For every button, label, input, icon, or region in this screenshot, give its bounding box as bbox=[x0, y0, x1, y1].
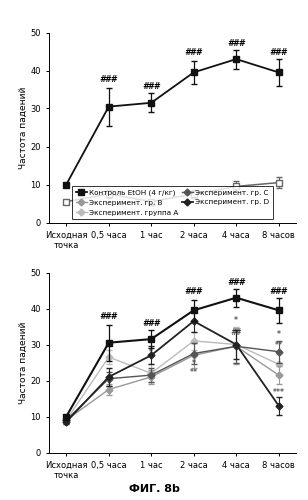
Text: ***: *** bbox=[273, 388, 285, 396]
Text: *: * bbox=[149, 348, 153, 357]
Text: ###: ### bbox=[185, 48, 203, 57]
Text: ###: ### bbox=[227, 38, 245, 48]
Text: ФИГ. 8b: ФИГ. 8b bbox=[128, 484, 180, 494]
Text: **: ** bbox=[190, 368, 198, 377]
Y-axis label: Частота падений: Частота падений bbox=[18, 322, 27, 404]
Text: **: ** bbox=[275, 341, 283, 350]
Text: ##: ## bbox=[231, 328, 241, 338]
Text: ###: ### bbox=[100, 312, 118, 321]
Text: ###: ### bbox=[100, 75, 118, 84]
Text: ###: ### bbox=[185, 287, 203, 296]
Text: *: * bbox=[234, 316, 238, 324]
Text: ###: ### bbox=[270, 287, 287, 296]
Text: **: ** bbox=[147, 374, 155, 382]
Text: *: * bbox=[277, 330, 281, 339]
Text: ###: ### bbox=[227, 278, 245, 287]
Legend: Контроль EtOH (4 г/кг), Эксперимент. гр. B, Эксперимент. группа A, Эксперимент. : Контроль EtOH (4 г/кг), Эксперимент. гр.… bbox=[72, 186, 273, 219]
Y-axis label: Частота падений: Частота падений bbox=[18, 86, 27, 168]
Text: *: * bbox=[192, 359, 196, 368]
Text: ###: ### bbox=[142, 320, 160, 328]
Text: ###: ### bbox=[270, 48, 287, 57]
Text: ###: ### bbox=[142, 82, 160, 92]
